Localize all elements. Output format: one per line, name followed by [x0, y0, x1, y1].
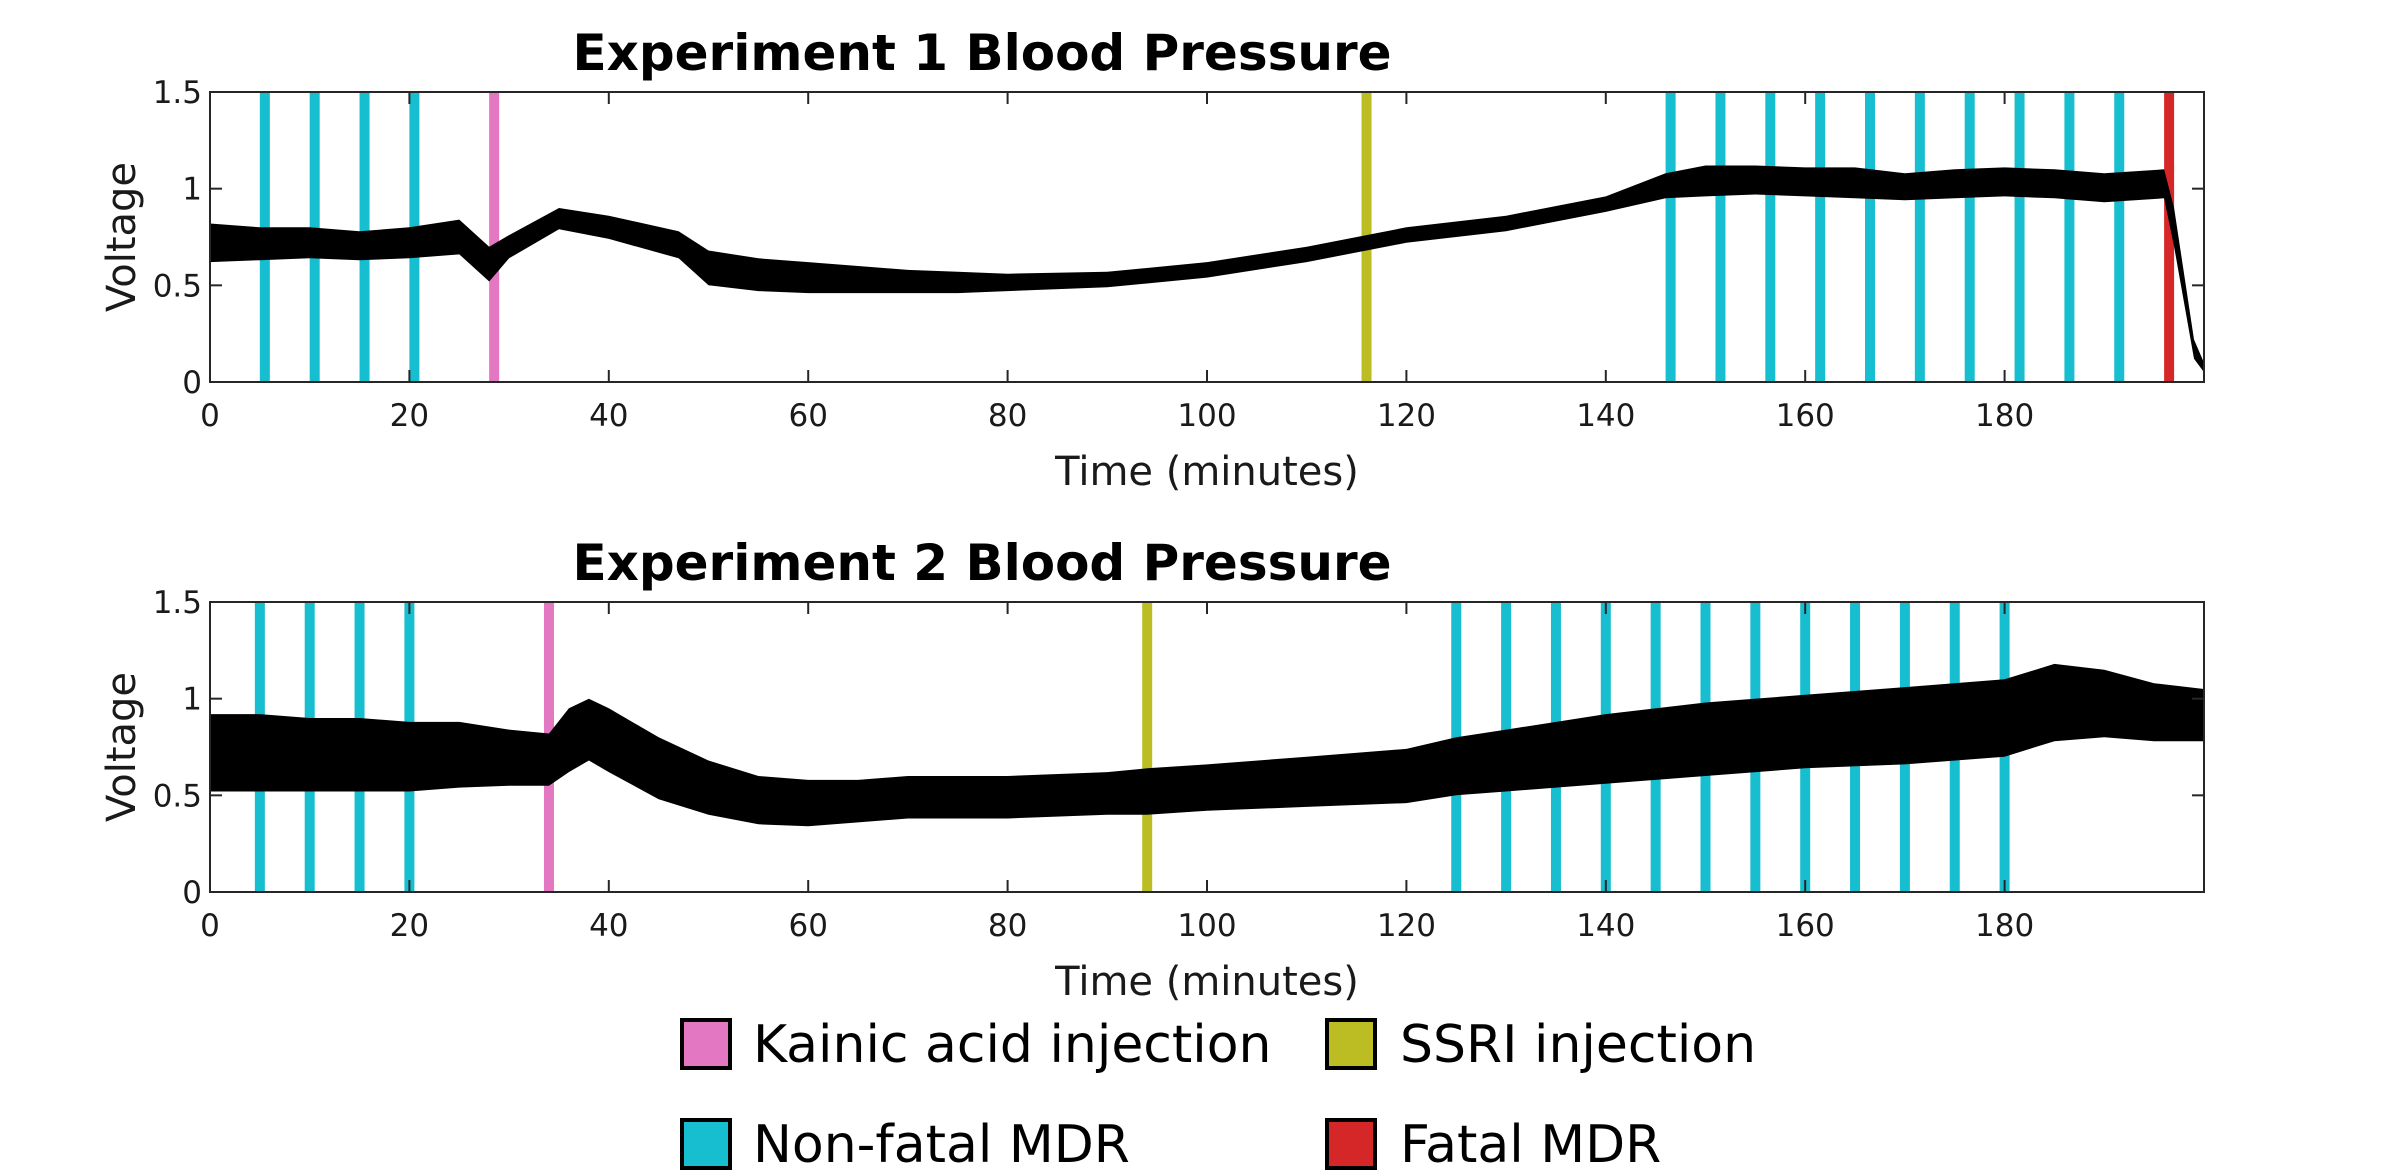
x-tick-label: 180: [1975, 398, 2034, 434]
x-tick-label: 40: [589, 908, 628, 944]
event-marker-nonfatal: [1865, 92, 1876, 382]
x-tick-label: 120: [1377, 908, 1436, 944]
legend-label-nonfatal: Non-fatal MDR: [753, 1115, 1130, 1170]
event-marker-fatal: [2164, 92, 2175, 382]
x-axis-label: Time (minutes): [1054, 959, 1359, 1005]
chart-title: Experiment 2 Blood Pressure: [572, 534, 1391, 592]
legend-item-kainic: Kainic acid injection: [680, 1015, 1272, 1075]
chart-panel-experiment-1: Experiment 1 Blood Pressure 0 20 40 60 80 100…: [99, 24, 2205, 495]
event-marker-nonfatal: [2114, 92, 2125, 382]
event-marker-ssri: [1142, 602, 1153, 892]
event-markers: [259, 92, 2175, 382]
x-tick-label: 140: [1576, 398, 1635, 434]
chart-panel-experiment-2: Experiment 2 Blood Pressure 0 20 40 60 80 100…: [99, 534, 2205, 1005]
legend-label-ssri: SSRI injection: [1400, 1015, 1756, 1075]
legend-item-fatal: Fatal MDR: [1325, 1115, 1661, 1170]
axis-ticks: 0 20 40 60 80 100 120 140 160 180 0 0.5 1 1.5: [153, 585, 2204, 944]
y-tick-label: 0: [182, 365, 202, 401]
signal-envelope: [210, 663, 2204, 827]
x-tick-label: 180: [1975, 908, 2034, 944]
x-tick-label: 0: [200, 908, 220, 944]
x-tick-label: 120: [1377, 398, 1436, 434]
event-marker-nonfatal: [2064, 92, 2075, 382]
y-axis-label: Voltage: [99, 162, 145, 312]
y-tick-label: 0.5: [153, 268, 202, 304]
event-marker-nonfatal: [1815, 92, 1826, 382]
signal-envelope: [210, 165, 2204, 373]
x-tick-label: 60: [788, 908, 827, 944]
legend-swatch-nonfatal: [680, 1118, 732, 1170]
x-tick-label: 100: [1177, 398, 1236, 434]
legend-swatch-kainic: [680, 1018, 732, 1070]
event-marker-nonfatal: [1715, 92, 1726, 382]
legend-label-kainic: Kainic acid injection: [753, 1015, 1272, 1075]
x-tick-label: 0: [200, 398, 220, 434]
x-tick-label: 80: [988, 908, 1027, 944]
x-tick-label: 140: [1576, 908, 1635, 944]
event-marker-nonfatal: [1964, 92, 1975, 382]
event-marker-nonfatal: [1665, 92, 1676, 382]
legend-label-fatal: Fatal MDR: [1400, 1115, 1661, 1170]
y-tick-label: 1.5: [153, 75, 202, 111]
x-tick-label: 20: [390, 398, 429, 434]
legend: Kainic acid injection SSRI injection Non…: [680, 1015, 1756, 1170]
legend-swatch-fatal: [1325, 1118, 1377, 1170]
y-tick-label: 1: [182, 682, 202, 718]
event-marker-nonfatal: [1914, 92, 1925, 382]
legend-item-nonfatal: Non-fatal MDR: [680, 1115, 1130, 1170]
y-tick-label: 0: [182, 875, 202, 911]
y-tick-label: 1: [182, 172, 202, 208]
y-tick-label: 1.5: [153, 585, 202, 621]
x-tick-label: 40: [589, 398, 628, 434]
event-marker-nonfatal: [1765, 92, 1776, 382]
legend-item-ssri: SSRI injection: [1325, 1015, 1756, 1075]
axis-ticks: 0 20 40 60 80 100 120 140 160 180 0 0.5 1 1.5: [153, 75, 2204, 434]
legend-swatch-ssri: [1325, 1018, 1377, 1070]
y-tick-label: 0.5: [153, 778, 202, 814]
x-tick-label: 160: [1776, 398, 1835, 434]
x-tick-label: 20: [390, 908, 429, 944]
event-marker-nonfatal: [2014, 92, 2025, 382]
x-axis-label: Time (minutes): [1054, 449, 1359, 495]
x-tick-label: 80: [988, 398, 1027, 434]
chart-title: Experiment 1 Blood Pressure: [572, 24, 1391, 82]
y-axis-label: Voltage: [99, 672, 145, 822]
event-marker-kainic: [489, 92, 500, 382]
x-tick-label: 60: [788, 398, 827, 434]
x-tick-label: 100: [1177, 908, 1236, 944]
x-tick-label: 160: [1776, 908, 1835, 944]
